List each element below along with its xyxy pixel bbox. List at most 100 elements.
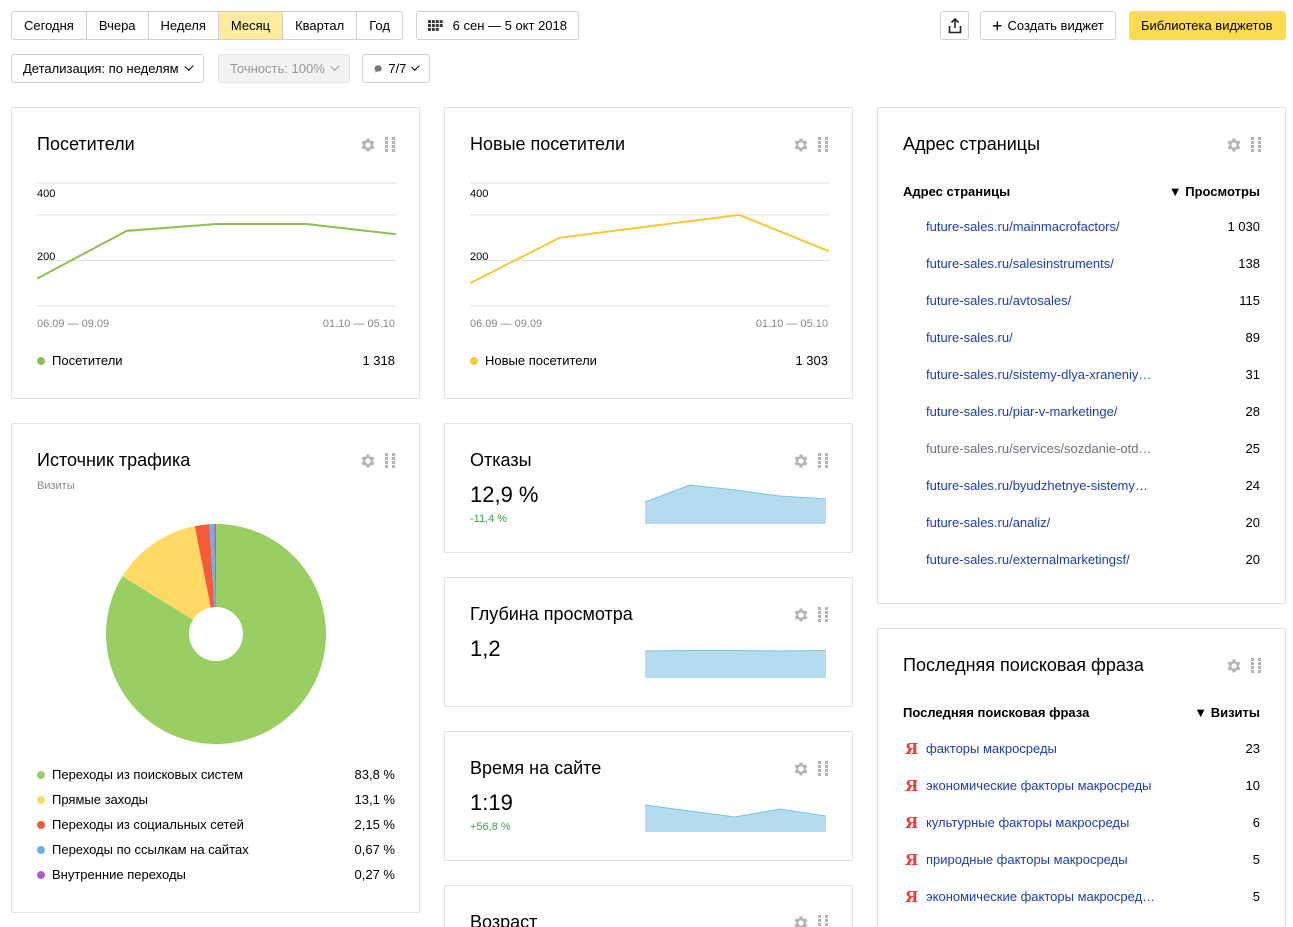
period-yesterday-button[interactable]: Вчера xyxy=(86,12,149,39)
drag-handle-icon[interactable] xyxy=(1251,658,1261,674)
sparkline xyxy=(645,804,826,832)
legend-value: 2,15 % xyxy=(354,817,395,832)
table-row: future-sales.ru/avtosales/115 xyxy=(926,293,1260,308)
traffic-source-widget: Источник трафика Визиты Переходы из поис… xyxy=(11,423,420,913)
legend-label: Прямые заходы xyxy=(52,792,149,807)
pie-slice xyxy=(209,524,216,634)
phrase-link[interactable]: факторы макросреды xyxy=(926,741,1057,756)
time-on-site-widget: Время на сайте 1:19 +56,8 % xyxy=(444,731,853,861)
phrase-link[interactable]: природные факторы макросреды xyxy=(926,852,1128,867)
new-visitors-widget: Новые посетители 400 200 06.09 — 09.09 0… xyxy=(444,107,853,399)
legend-label: Посетители xyxy=(52,353,123,368)
calendar-icon xyxy=(428,19,443,31)
drag-handle-icon[interactable] xyxy=(818,915,828,927)
gear-icon[interactable] xyxy=(792,136,810,154)
gear-icon[interactable] xyxy=(1225,136,1243,154)
chevron-down-icon xyxy=(184,61,194,72)
phrase-link[interactable]: экономические факторы макросреды xyxy=(926,778,1152,793)
x-tick-label: 01.10 — 05.10 xyxy=(755,318,828,330)
drag-handle-icon[interactable] xyxy=(385,137,395,153)
age-widget: Возраст xyxy=(444,885,853,927)
metric-value: 1:19 xyxy=(470,790,513,815)
page-link[interactable]: future-sales.ru/sistemy-dlya-xraneniy… xyxy=(926,367,1152,382)
period-today-button[interactable]: Сегодня xyxy=(12,12,87,39)
gear-icon[interactable] xyxy=(792,606,810,624)
widget-title: Посетители xyxy=(37,134,135,154)
y-tick-label: 200 xyxy=(37,251,56,263)
create-widget-label: Создать виджет xyxy=(1007,18,1104,33)
row-value: 10 xyxy=(1245,778,1260,793)
legend-label: Переходы по ссылкам на сайтах xyxy=(52,842,249,857)
gear-icon[interactable] xyxy=(1225,657,1243,675)
widget-title: Время на сайте xyxy=(470,758,602,778)
page-link[interactable]: future-sales.ru/byudzhetnye-sistemy… xyxy=(926,478,1148,493)
share-icon xyxy=(948,17,961,33)
gear-icon[interactable] xyxy=(792,914,810,927)
page-link[interactable]: future-sales.ru/services/sozdanie-otd… xyxy=(926,441,1152,456)
series-line xyxy=(37,223,397,280)
page-link[interactable]: future-sales.ru/piar-v-marketinge/ xyxy=(926,404,1118,419)
sort-column-header[interactable]: ▼ Просмотры xyxy=(1168,184,1260,199)
metric-value: 1,2 xyxy=(470,636,501,661)
detail-select[interactable]: Детализация: по неделям xyxy=(11,54,204,83)
metric-delta: -11,4 % xyxy=(470,513,508,525)
visitors-line-chart xyxy=(37,182,397,307)
row-value: 25 xyxy=(1245,441,1260,456)
phrase-link[interactable]: экономические факторы макросред… xyxy=(926,889,1156,904)
period-week-button[interactable]: Неделя xyxy=(148,12,219,39)
segments-select[interactable]: 7/7 xyxy=(362,54,430,83)
accuracy-select[interactable]: Точность: 100% xyxy=(218,54,350,83)
table-row: future-sales.ru/byudzhetnye-sistemy… 24 xyxy=(926,478,1260,493)
page-link[interactable]: future-sales.ru/mainmacrofactors/ xyxy=(926,219,1120,234)
drag-handle-icon[interactable] xyxy=(385,453,395,469)
new-visitors-line-chart xyxy=(470,182,830,307)
drag-handle-icon[interactable] xyxy=(818,607,828,623)
table-row: future-sales.ru/services/sozdanie-otd… 25 xyxy=(926,441,1260,456)
sort-column-header[interactable]: ▼ Визиты xyxy=(1194,705,1260,720)
plus-icon: + xyxy=(992,15,1003,36)
page-link[interactable]: future-sales.ru/avtosales/ xyxy=(926,293,1072,308)
gear-icon[interactable] xyxy=(792,760,810,778)
row-value: 24 xyxy=(1245,478,1260,493)
page-link[interactable]: future-sales.ru/salesinstruments/ xyxy=(926,256,1114,271)
period-year-button[interactable]: Год xyxy=(357,12,402,39)
widget-tools xyxy=(792,452,828,470)
legend-row: Переходы из социальных сетей 2,15 % xyxy=(37,817,395,832)
bounce-rate-widget: Отказы 12,9 % -11,4 % xyxy=(444,423,853,553)
page-address-widget: Адрес страницы Адрес страницы ▼ Просмотр… xyxy=(877,107,1286,604)
table-row: future-sales.ru/salesinstruments/138 xyxy=(926,256,1260,271)
phrase-link[interactable]: культурные факторы макросреды xyxy=(926,815,1130,830)
legend-dot xyxy=(470,356,478,365)
widget-title: Адрес страницы xyxy=(903,134,1041,154)
create-widget-button[interactable]: + Создать виджет xyxy=(980,11,1116,40)
row-value: 115 xyxy=(1239,293,1260,308)
segments-label: 7/7 xyxy=(388,61,407,76)
detail-label: Детализация: по неделям xyxy=(23,61,179,76)
legend-dot xyxy=(37,770,45,779)
drag-handle-icon[interactable] xyxy=(1251,137,1261,153)
widget-library-label: Библиотека виджетов xyxy=(1141,18,1273,33)
page-link[interactable]: future-sales.ru/externalmarketingsf/ xyxy=(926,552,1130,567)
legend-label: Переходы из поисковых систем xyxy=(52,767,244,782)
widget-library-button[interactable]: Библиотека виджетов xyxy=(1129,11,1286,40)
drag-handle-icon[interactable] xyxy=(818,453,828,469)
widget-tools xyxy=(792,914,828,927)
gear-icon[interactable] xyxy=(359,452,377,470)
date-range-button[interactable]: 6 сен — 5 окт 2018 xyxy=(416,11,579,40)
widget-tools xyxy=(792,760,828,778)
series-line xyxy=(470,213,830,285)
drag-handle-icon[interactable] xyxy=(818,761,828,777)
gear-icon[interactable] xyxy=(359,136,377,154)
legend-dot xyxy=(37,795,45,804)
gear-icon[interactable] xyxy=(792,452,810,470)
period-quarter-button[interactable]: Квартал xyxy=(283,12,358,39)
drag-handle-icon[interactable] xyxy=(818,137,828,153)
chevron-down-icon xyxy=(330,61,340,72)
export-button[interactable] xyxy=(940,11,969,40)
page-link[interactable]: future-sales.ru/ xyxy=(926,330,1013,345)
row-value: 20 xyxy=(1245,552,1260,567)
period-month-button[interactable]: Месяц xyxy=(218,12,284,39)
page-link[interactable]: future-sales.ru/analiz/ xyxy=(926,515,1051,530)
x-tick-label: 01.10 — 05.10 xyxy=(322,318,395,330)
